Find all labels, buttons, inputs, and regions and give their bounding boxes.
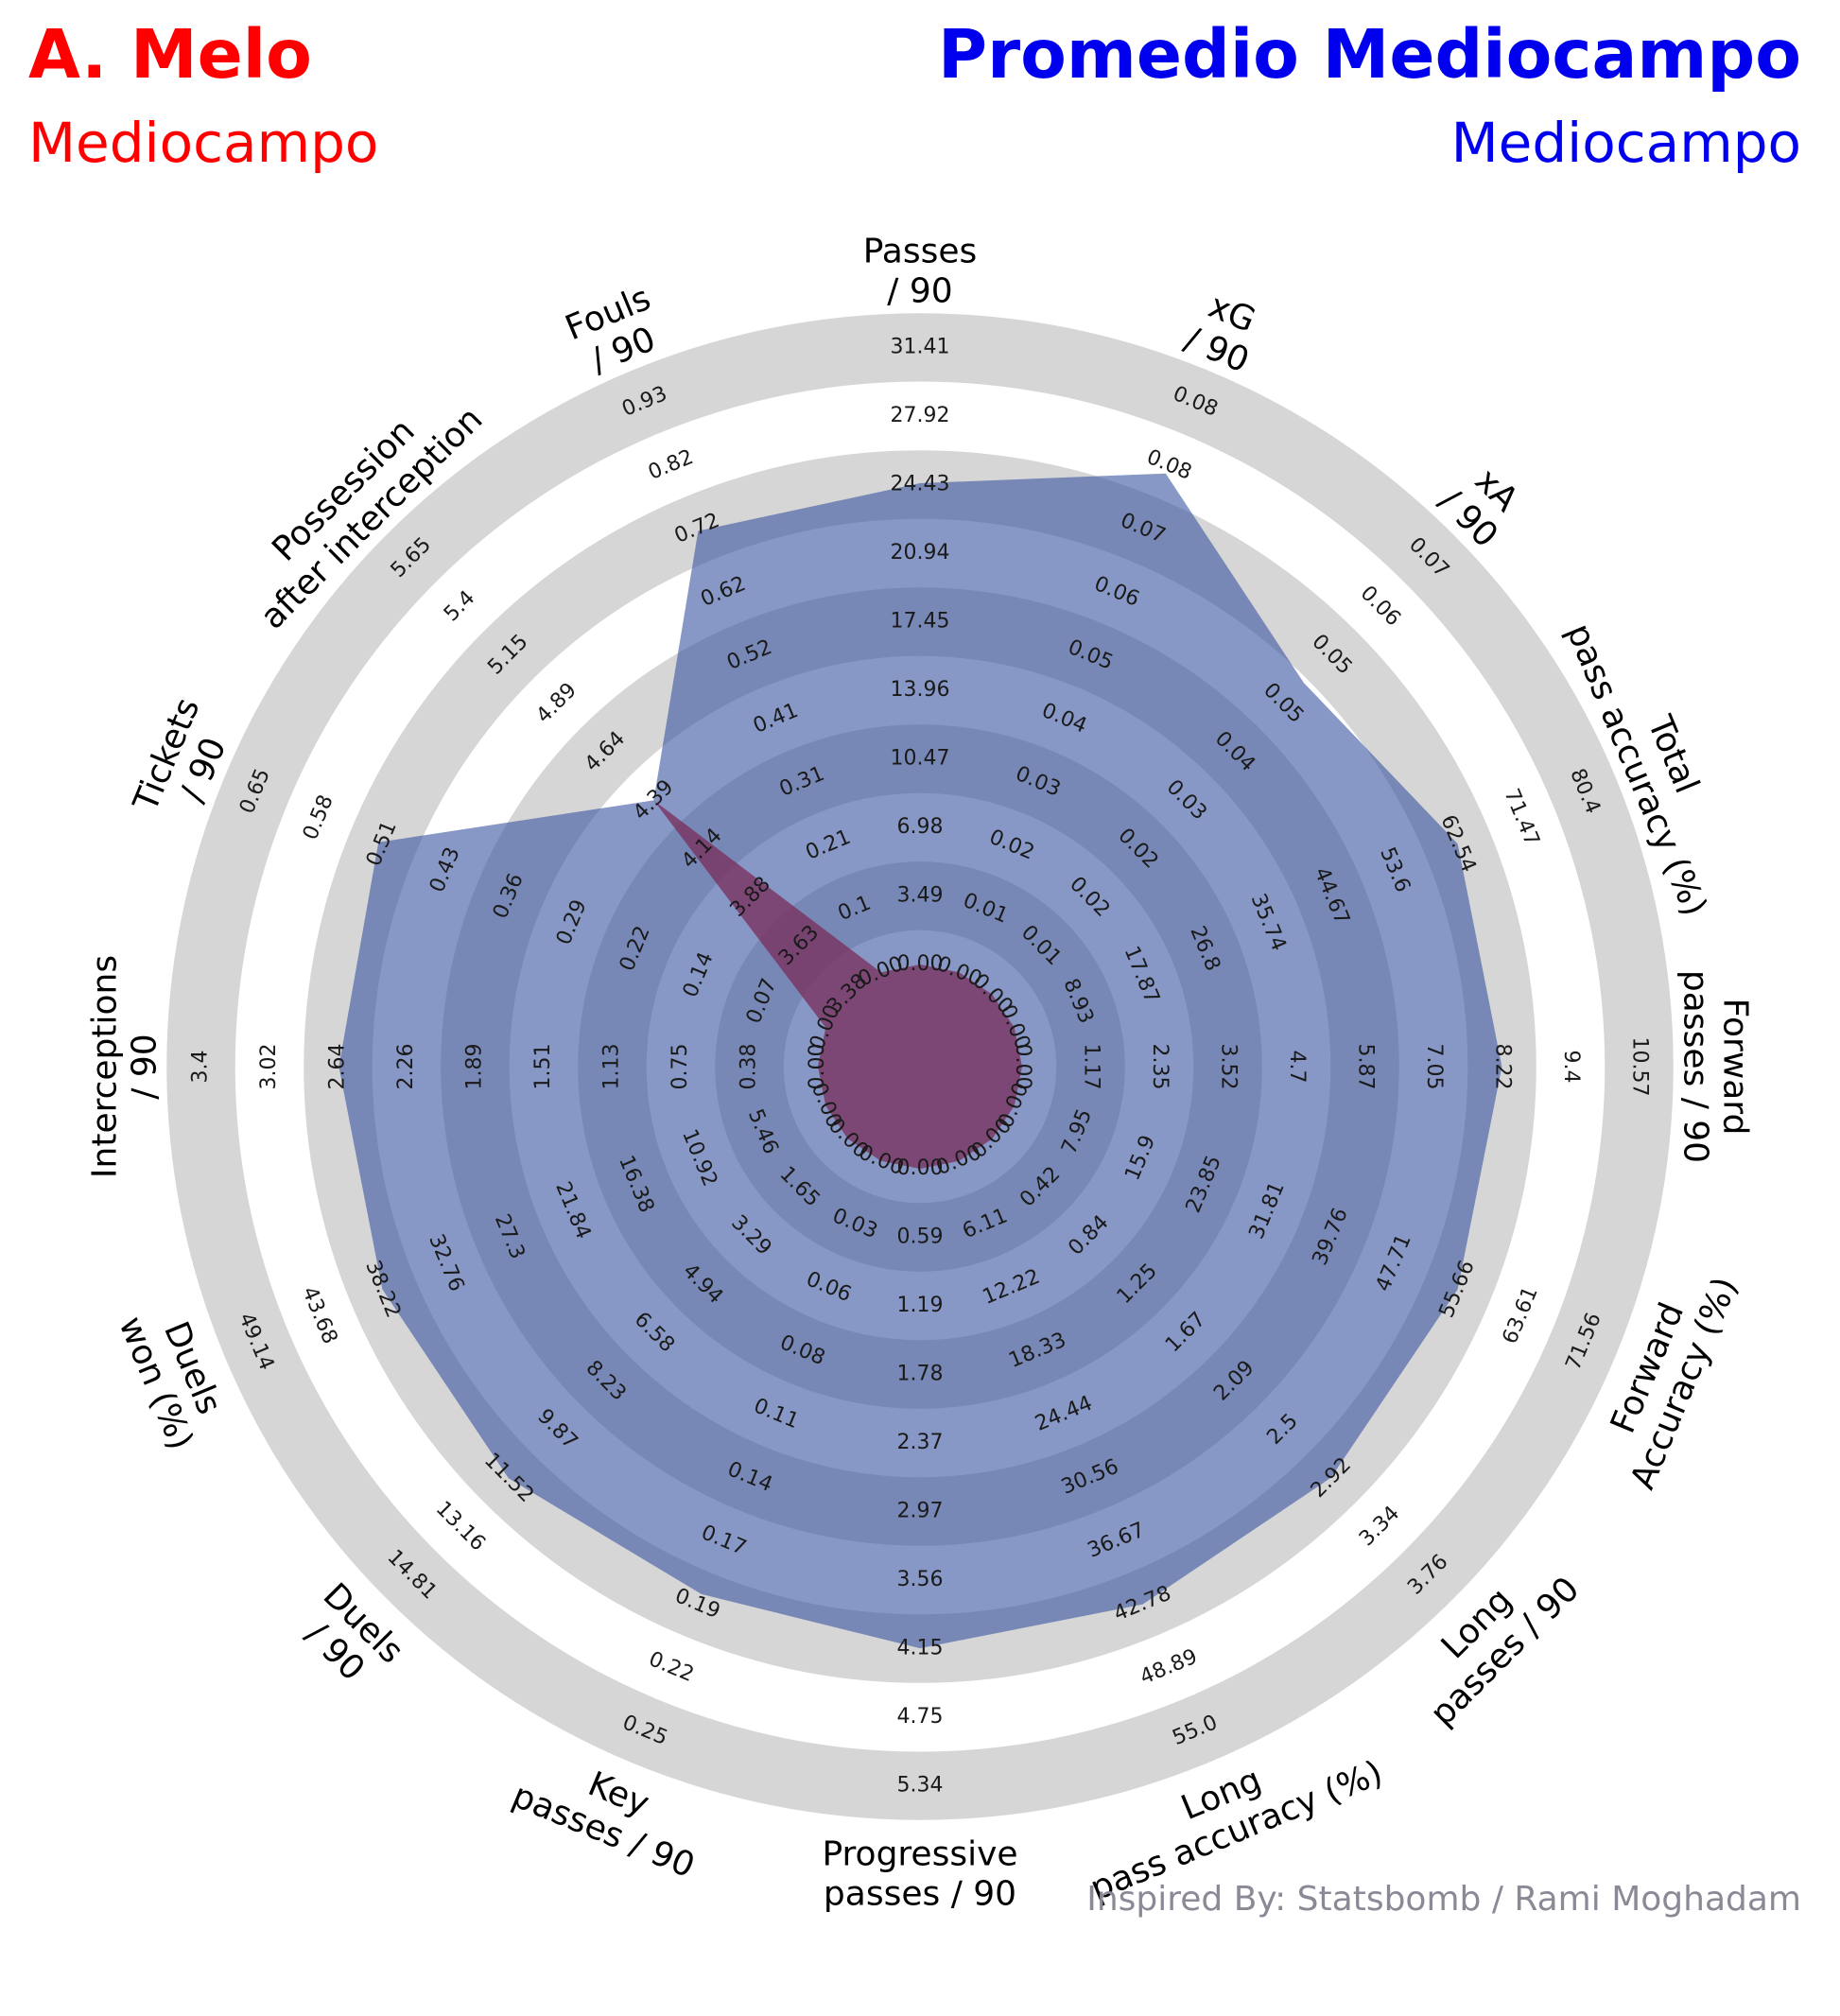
tick-label: 0.75 (668, 1044, 692, 1090)
tick-label: 4.7 (1285, 1051, 1309, 1084)
tick-label: 5.87 (1354, 1044, 1378, 1090)
series-a-melo (653, 800, 1022, 1169)
tick-label: 0.82 (645, 445, 697, 485)
tick-label: 17.45 (891, 610, 950, 634)
compare-name: Promedio Mediocampo (938, 15, 1801, 94)
axis-label: Progressive passes / 90 (822, 1835, 1017, 1914)
tick-label: 0.00 (806, 1044, 829, 1090)
tick-label: 2.26 (394, 1044, 418, 1090)
tick-label: 10.57 (1628, 1037, 1652, 1097)
tick-label: 4.15 (897, 1637, 944, 1660)
tick-label: 0.58 (299, 791, 338, 843)
tick-label: 3.34 (1355, 1502, 1404, 1551)
tick-label: 1.13 (600, 1044, 624, 1090)
tick-label: 1.19 (897, 1294, 944, 1317)
tick-label: 1.78 (897, 1363, 944, 1386)
tick-label: 7.05 (1422, 1044, 1446, 1090)
tick-label: 10.47 (891, 747, 950, 771)
tick-label: 0.06 (1356, 582, 1405, 631)
tick-label: 1.89 (463, 1044, 487, 1090)
tick-label: 48.89 (1137, 1645, 1201, 1690)
tick-label: 8.22 (1491, 1044, 1515, 1090)
player-name: A. Melo (28, 15, 312, 94)
tick-label: 1.17 (1080, 1044, 1103, 1090)
tick-label: 31.41 (891, 336, 950, 359)
tick-label: 24.43 (891, 473, 950, 496)
tick-label: 9.4 (1559, 1051, 1583, 1084)
tick-label: 27.92 (891, 404, 950, 427)
tick-label: 5.4 (440, 586, 479, 626)
tick-label: 63.61 (1499, 1283, 1543, 1347)
tick-label: 2.64 (326, 1044, 350, 1090)
axis-label: Passes/ 90 (863, 233, 978, 311)
tick-label: 0.22 (645, 1647, 697, 1687)
tick-label: 13.96 (891, 678, 950, 702)
tick-label: 3.4 (189, 1051, 213, 1084)
tick-label: 2.35 (1148, 1044, 1172, 1090)
tick-label: 4.89 (532, 679, 582, 728)
header: A. Melo Mediocampo Promedio Mediocampo M… (0, 0, 1840, 208)
tick-label: 0.59 (897, 1225, 944, 1249)
tick-label: 2.37 (897, 1431, 944, 1454)
tick-label: 1.51 (531, 1044, 555, 1090)
tick-label: 0.38 (738, 1044, 761, 1090)
tick-label: 4.75 (897, 1705, 944, 1729)
tick-label: 6.98 (897, 815, 944, 839)
tick-label: 43.68 (297, 1283, 341, 1347)
tick-label: 3.56 (897, 1568, 944, 1591)
axis-label: Forwardpasses / 90 (1676, 970, 1755, 1163)
axis-label: Interceptions/ 90 (86, 955, 165, 1178)
tick-label: 3.49 (897, 884, 944, 908)
tick-label: 5.34 (897, 1774, 944, 1798)
tick-label: 3.02 (257, 1044, 281, 1090)
tick-label: 2.97 (897, 1500, 944, 1523)
tick-label: 20.94 (891, 541, 950, 565)
tick-label: 3.52 (1217, 1044, 1241, 1090)
tick-label: 0.00 (897, 952, 944, 976)
tick-label: 0.00 (1011, 1044, 1034, 1090)
tick-label: 0.00 (897, 1156, 944, 1180)
credit-text: Inspired By: Statsbomb / Rami Moghadam (1086, 1880, 1801, 1919)
tick-label: 13.16 (431, 1497, 490, 1555)
tick-label: 71.47 (1499, 786, 1543, 850)
player-position: Mediocampo (28, 111, 379, 175)
compare-position: Mediocampo (1450, 111, 1801, 175)
